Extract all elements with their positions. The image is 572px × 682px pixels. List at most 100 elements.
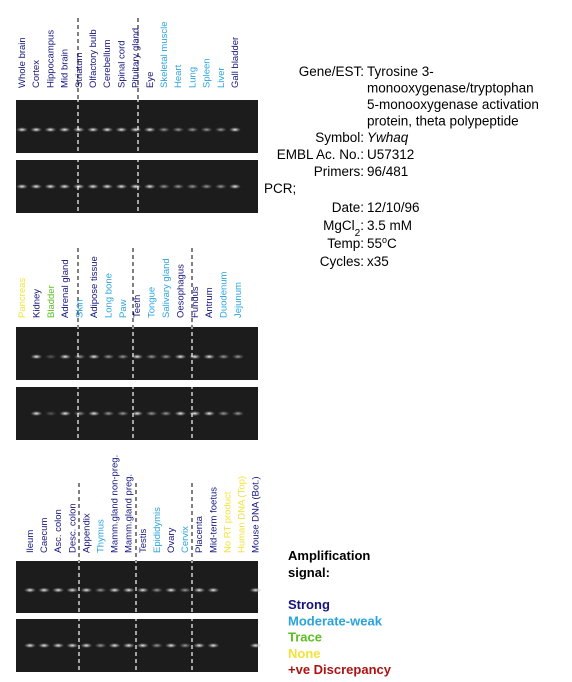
band xyxy=(66,587,79,593)
lane-label: Jejunum xyxy=(233,282,244,318)
band xyxy=(179,587,192,593)
band xyxy=(116,410,129,417)
band xyxy=(186,183,199,190)
band xyxy=(172,127,185,133)
gel xyxy=(16,327,258,380)
lane-label: Ileum xyxy=(25,530,36,553)
info-label: PCR; xyxy=(264,181,296,196)
legend-item: Trace xyxy=(288,630,322,645)
info-value: Ywhaq xyxy=(367,130,409,145)
lane-label: Mid-term foetus xyxy=(208,487,219,553)
band xyxy=(131,354,144,360)
band xyxy=(165,642,177,649)
band xyxy=(165,587,177,593)
band xyxy=(80,642,93,649)
gel-panel: Pancreas Kidney Bladder Adrenal gland Skin Ad… xyxy=(16,248,258,442)
band xyxy=(203,410,216,417)
band xyxy=(200,127,213,133)
band xyxy=(30,410,43,417)
band xyxy=(30,183,43,190)
lane-label: Ovary xyxy=(166,527,177,553)
info-label: Symbol: xyxy=(315,130,364,145)
lane-label: Pancreas xyxy=(17,278,28,318)
info-label: Gene/EST: xyxy=(299,64,364,79)
band xyxy=(102,354,115,360)
band xyxy=(174,410,187,417)
band xyxy=(143,127,156,133)
info-value: 5-monooxygenase activation xyxy=(367,97,539,112)
subscript: 2 xyxy=(355,228,361,239)
band xyxy=(73,410,86,417)
band xyxy=(207,587,220,593)
band xyxy=(59,354,72,360)
band xyxy=(122,587,135,593)
lane-label: Mid brain xyxy=(60,49,71,88)
lane-label: Heart xyxy=(173,64,184,88)
band xyxy=(174,354,187,360)
band xyxy=(145,354,158,360)
band xyxy=(102,410,115,417)
band xyxy=(24,587,36,593)
lane-label: Long bone xyxy=(103,273,114,318)
lane-label: Desc. colon xyxy=(67,503,78,553)
band xyxy=(58,183,71,190)
band xyxy=(101,183,114,190)
lane-label: Striatum xyxy=(74,53,85,88)
band xyxy=(129,127,142,133)
band xyxy=(145,410,158,417)
band xyxy=(150,587,163,593)
info-value-part: 55 xyxy=(367,236,382,251)
band xyxy=(80,587,93,593)
band xyxy=(30,354,43,360)
band xyxy=(143,183,156,190)
band xyxy=(160,354,172,360)
band xyxy=(87,127,99,133)
band xyxy=(59,410,72,417)
lane-label: Mamm.gland preg. xyxy=(124,474,135,553)
band xyxy=(179,642,192,649)
lane-label: Placenta xyxy=(194,515,205,553)
band xyxy=(158,183,170,190)
lane-label: Epididymis xyxy=(152,507,163,553)
band xyxy=(158,127,170,133)
band xyxy=(136,642,149,649)
info-value: protein, theta polypeptide xyxy=(367,114,519,129)
lane-label: Olfactory bulb xyxy=(88,29,99,88)
info-value: Tyrosine 3- xyxy=(367,64,434,79)
band xyxy=(87,183,99,190)
lane-label: Duodenum xyxy=(219,271,230,318)
band xyxy=(207,642,220,649)
lane-label: Teeth xyxy=(132,295,143,318)
band xyxy=(73,354,86,360)
gel-panel: Whole brain Cortex Hippocampus Mid brain Str… xyxy=(16,18,258,215)
info-value-part: C xyxy=(387,236,397,251)
info-value: U57312 xyxy=(367,147,414,162)
band xyxy=(72,127,85,133)
lane-label: Bladder xyxy=(46,285,57,318)
lane-label: Cortex xyxy=(31,60,42,88)
band xyxy=(30,127,43,133)
info-value: 12/10/96 xyxy=(367,200,420,215)
band xyxy=(200,183,213,190)
band xyxy=(217,354,230,360)
lane-label: Hippocampus xyxy=(45,30,56,88)
band xyxy=(66,642,79,649)
info-label-part: MgCl xyxy=(323,218,355,233)
gel xyxy=(16,561,258,613)
info-label: Primers: xyxy=(314,164,364,179)
lane-label: Thymus xyxy=(96,519,107,553)
legend-item: +ve Discrepancy xyxy=(288,662,392,677)
band xyxy=(88,354,100,360)
info-label-part: : xyxy=(360,218,364,233)
legend-title: signal: xyxy=(288,565,330,580)
lane-label: Skeletal muscle xyxy=(159,21,170,88)
info-value: monooxygenase/tryptophan xyxy=(367,81,534,96)
band xyxy=(214,127,227,133)
lane-label: Whole brain xyxy=(17,37,28,88)
lane-label: Cervix xyxy=(180,526,191,553)
band xyxy=(136,587,149,593)
band xyxy=(44,183,57,190)
band xyxy=(129,183,142,190)
band xyxy=(232,354,244,360)
